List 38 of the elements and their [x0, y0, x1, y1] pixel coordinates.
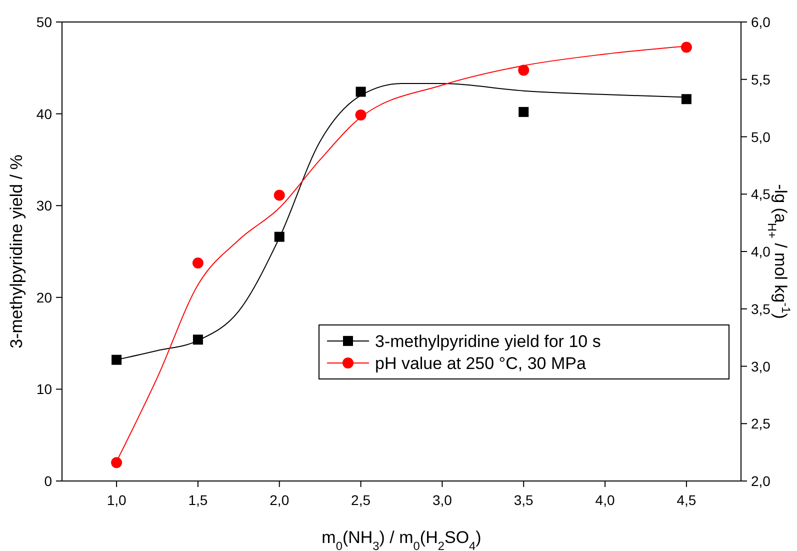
y2-tick-label: 5,0	[751, 128, 771, 145]
point	[192, 257, 204, 268]
y2-tick-label: 2,5	[751, 416, 771, 432]
x-tick-label: 2,0	[270, 492, 290, 508]
legend-label: pH value at 250 °C, 30 MPa	[375, 354, 586, 373]
text: m$_{0}$(NH$_{3}$) / m$_{0}$(H$_{2}$SO$_{4}$)	[322, 528, 482, 551]
x-tick-label: 3,0	[432, 492, 452, 508]
point	[355, 109, 366, 120]
y2-tick-label: 6,0	[751, 14, 771, 30]
y-tick-label: 50	[36, 14, 52, 30]
y-tick-label: 40	[36, 106, 52, 122]
x-tick-label: 1,0	[106, 492, 126, 508]
point	[518, 64, 530, 76]
y-tick-label: 30	[36, 198, 52, 214]
x-tick-label: 1,5	[188, 492, 208, 508]
y-tick-label: 20	[36, 289, 52, 306]
y-tick-label: 10	[36, 381, 52, 398]
y2-tick-label: 5,5	[751, 71, 771, 88]
legend-label: 3-methylpyridine yield for 10 s	[375, 332, 601, 351]
x-tick-label: 2,5	[351, 492, 371, 508]
y2-tick-label: 4,5	[751, 186, 771, 202]
point	[111, 457, 122, 468]
x-tick-label: 4,5	[676, 492, 696, 508]
y2-tick-label: 2,0	[751, 473, 771, 489]
point	[192, 334, 203, 345]
y2-tick-label: 4,0	[751, 244, 771, 260]
point	[112, 354, 122, 365]
y2-tick-label: 3,0	[751, 358, 771, 374]
point	[681, 94, 692, 104]
point	[274, 232, 284, 242]
x-tick-label: 4,0	[595, 492, 615, 508]
y-tick-label: 0	[44, 473, 52, 489]
x-tick-label: 3,5	[514, 492, 534, 508]
point	[274, 190, 285, 201]
point	[356, 86, 366, 97]
y-axis-title: 3-methylpyridine yield / %	[7, 154, 26, 348]
point	[518, 106, 529, 117]
point	[680, 42, 692, 53]
